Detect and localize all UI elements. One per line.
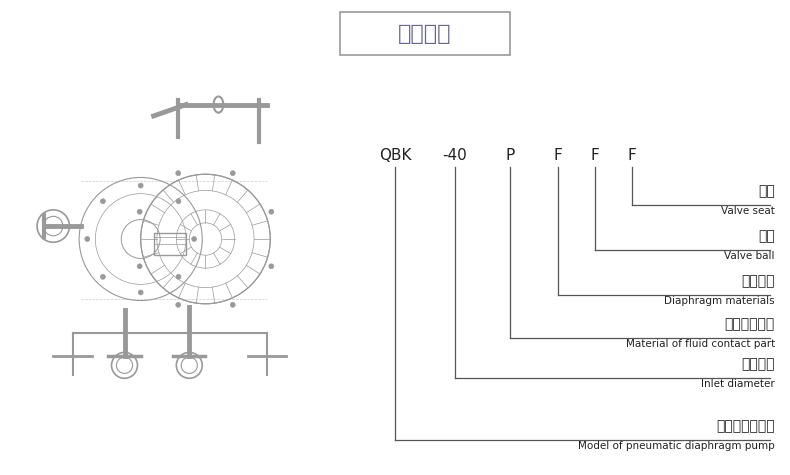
Text: 进料口径: 进料口径 <box>742 357 775 371</box>
Text: F: F <box>627 148 637 162</box>
Text: Model of pneumatic diaphragm pump: Model of pneumatic diaphragm pump <box>578 441 775 451</box>
Text: 隔膜材质: 隔膜材质 <box>742 274 775 288</box>
Text: F: F <box>591 148 600 162</box>
Circle shape <box>231 303 235 307</box>
Text: F: F <box>554 148 562 162</box>
Circle shape <box>269 264 274 269</box>
Text: 气动隔膜泵型号: 气动隔膜泵型号 <box>717 419 775 433</box>
Text: 型号说明: 型号说明 <box>398 23 452 44</box>
Circle shape <box>176 199 181 204</box>
Circle shape <box>231 171 235 176</box>
Text: 阀球: 阀球 <box>758 229 775 243</box>
Circle shape <box>138 183 143 188</box>
Text: Diaphragm materials: Diaphragm materials <box>664 296 775 306</box>
Circle shape <box>137 264 142 269</box>
Text: 过流部件材质: 过流部件材质 <box>724 317 775 331</box>
Bar <box>154 233 186 255</box>
Circle shape <box>138 290 143 295</box>
Circle shape <box>176 171 181 176</box>
Text: Material of fluid contact part: Material of fluid contact part <box>626 339 775 349</box>
Circle shape <box>192 237 197 241</box>
Circle shape <box>85 237 90 241</box>
Circle shape <box>137 209 142 214</box>
Text: 阀座: 阀座 <box>758 184 775 198</box>
Text: -40: -40 <box>442 148 468 162</box>
Circle shape <box>100 275 105 279</box>
Circle shape <box>176 303 181 307</box>
Text: P: P <box>506 148 514 162</box>
Bar <box>340 12 510 55</box>
Circle shape <box>269 209 274 214</box>
Text: Inlet diameter: Inlet diameter <box>702 379 775 389</box>
Text: Valve ball: Valve ball <box>724 251 775 261</box>
Text: QBK: QBK <box>378 148 412 162</box>
Text: Valve seat: Valve seat <box>721 206 775 216</box>
Circle shape <box>100 199 105 204</box>
Circle shape <box>176 275 181 279</box>
